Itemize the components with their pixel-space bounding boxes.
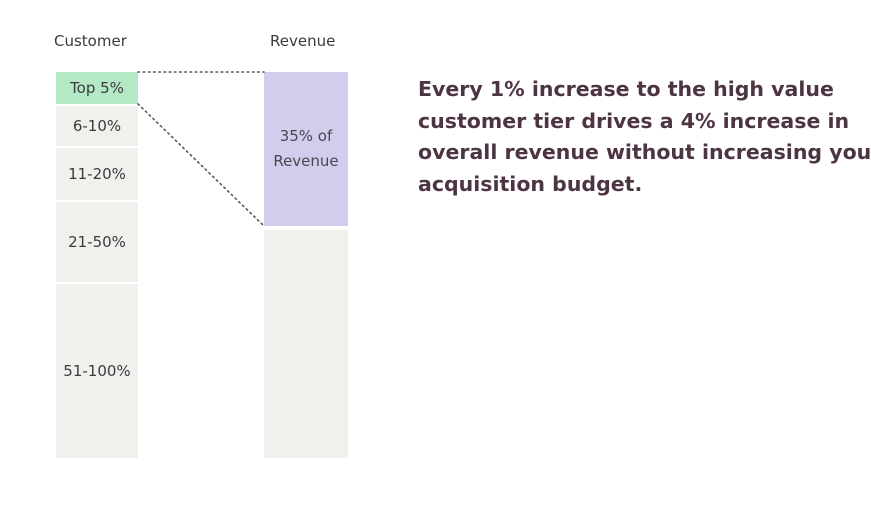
tier-21-50: 21-50%	[56, 202, 138, 282]
customer-column-header: Customer	[54, 32, 127, 50]
revenue-share-line2: Revenue	[273, 152, 339, 170]
tier-label: Top 5%	[70, 79, 124, 97]
tier-label: 6-10%	[72, 117, 122, 135]
callout-line4: acquisition budget.	[418, 171, 643, 196]
revenue-remainder-block	[264, 230, 348, 458]
revenue-share-block: 35% of Revenue	[264, 72, 348, 226]
tier-label: 51-100%	[63, 362, 131, 380]
revenue-share-line1: 35% of	[279, 127, 333, 145]
revenue-column-header: Revenue	[270, 32, 336, 50]
callout-line2: customer tier drives a 4% increase in	[418, 108, 850, 133]
tier-11-20: 11-20%	[56, 148, 138, 200]
callout-line3: overall revenue without increasing your	[418, 140, 871, 164]
tier-6-10: 6-10%	[56, 106, 138, 146]
callout-text: Every 1% increase to the high value cust…	[418, 74, 871, 200]
tier-label: 21-50%	[68, 233, 126, 251]
connector-bottom-line	[137, 103, 265, 227]
tier-top-5: Top 5%	[56, 72, 138, 104]
tier-51-100: 51-100%	[56, 284, 138, 458]
tier-label: 11-20%	[68, 165, 126, 183]
callout-line1: Every 1% increase to the high value	[418, 77, 834, 101]
